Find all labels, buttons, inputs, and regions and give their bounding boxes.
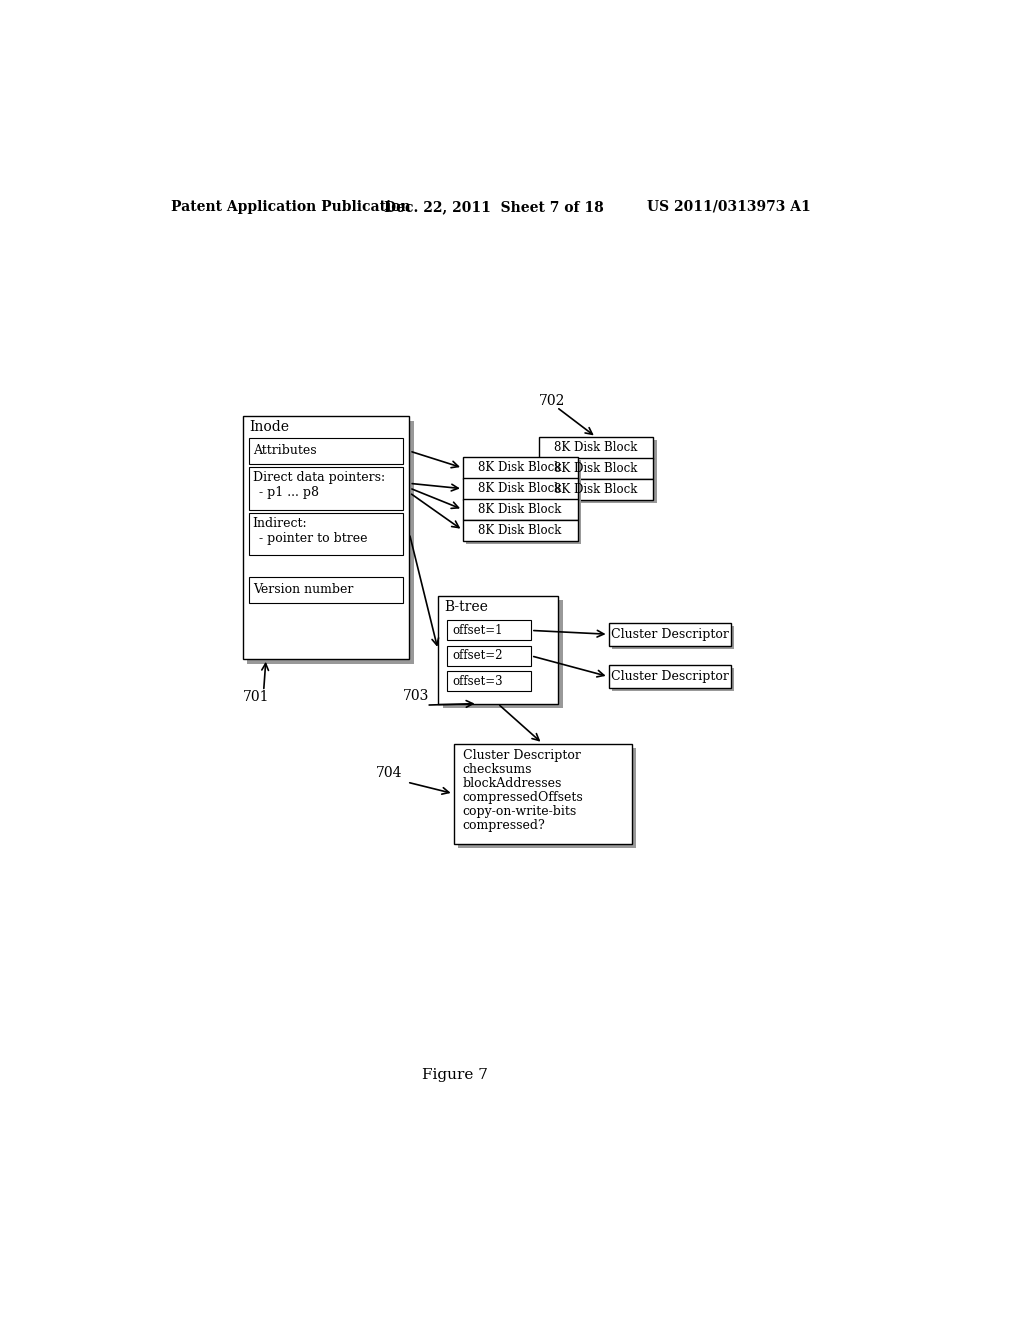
Text: Indirect:: Indirect:: [253, 517, 307, 529]
FancyBboxPatch shape: [447, 620, 531, 640]
Text: - pointer to btree: - pointer to btree: [255, 532, 368, 545]
Text: Dec. 22, 2011  Sheet 7 of 18: Dec. 22, 2011 Sheet 7 of 18: [384, 199, 603, 214]
FancyBboxPatch shape: [458, 748, 636, 849]
Text: 703: 703: [403, 689, 429, 702]
Text: 704: 704: [376, 766, 402, 780]
Text: Inode: Inode: [249, 420, 289, 434]
Text: Figure 7: Figure 7: [423, 1068, 488, 1081]
FancyBboxPatch shape: [249, 577, 403, 603]
Text: B-tree: B-tree: [444, 599, 488, 614]
FancyBboxPatch shape: [611, 626, 734, 649]
FancyBboxPatch shape: [539, 479, 653, 500]
FancyBboxPatch shape: [454, 743, 632, 843]
FancyBboxPatch shape: [249, 512, 403, 554]
Text: 702: 702: [539, 393, 565, 408]
Text: 8K Disk Block: 8K Disk Block: [478, 503, 562, 516]
FancyBboxPatch shape: [466, 523, 581, 544]
FancyBboxPatch shape: [249, 438, 403, 465]
FancyBboxPatch shape: [442, 601, 563, 708]
Text: Cluster Descriptor: Cluster Descriptor: [610, 671, 729, 684]
Text: offset=1: offset=1: [452, 624, 503, 638]
FancyBboxPatch shape: [243, 416, 410, 659]
Text: offset=3: offset=3: [452, 675, 503, 688]
Text: Direct data pointers:: Direct data pointers:: [253, 471, 385, 484]
FancyBboxPatch shape: [438, 595, 558, 704]
FancyBboxPatch shape: [463, 499, 578, 520]
Text: 8K Disk Block: 8K Disk Block: [554, 441, 638, 454]
Text: US 2011/0313973 A1: US 2011/0313973 A1: [647, 199, 811, 214]
FancyBboxPatch shape: [249, 467, 403, 510]
Text: 8K Disk Block: 8K Disk Block: [554, 462, 638, 475]
FancyBboxPatch shape: [463, 478, 578, 499]
FancyBboxPatch shape: [542, 441, 656, 462]
Text: Version number: Version number: [253, 583, 353, 597]
Text: copy-on-write-bits: copy-on-write-bits: [463, 805, 578, 818]
FancyBboxPatch shape: [611, 668, 734, 692]
Text: - p1 ... p8: - p1 ... p8: [255, 486, 319, 499]
Text: 8K Disk Block: 8K Disk Block: [478, 462, 562, 474]
Text: Patent Application Publication: Patent Application Publication: [171, 199, 411, 214]
FancyBboxPatch shape: [466, 480, 581, 503]
FancyBboxPatch shape: [463, 520, 578, 541]
FancyBboxPatch shape: [466, 461, 581, 482]
Text: Cluster Descriptor: Cluster Descriptor: [610, 628, 729, 640]
FancyBboxPatch shape: [542, 482, 656, 503]
Text: offset=2: offset=2: [452, 649, 503, 663]
Text: checksums: checksums: [463, 763, 532, 776]
Text: 8K Disk Block: 8K Disk Block: [554, 483, 638, 496]
FancyBboxPatch shape: [447, 645, 531, 665]
Text: blockAddresses: blockAddresses: [463, 777, 562, 791]
Text: 8K Disk Block: 8K Disk Block: [478, 482, 562, 495]
Text: compressed?: compressed?: [463, 818, 546, 832]
Text: Cluster Descriptor: Cluster Descriptor: [463, 750, 581, 763]
Text: 8K Disk Block: 8K Disk Block: [478, 524, 562, 537]
Text: compressedOffsets: compressedOffsets: [463, 791, 584, 804]
FancyBboxPatch shape: [539, 458, 653, 479]
FancyBboxPatch shape: [463, 457, 578, 479]
FancyBboxPatch shape: [539, 437, 653, 459]
Text: 701: 701: [243, 690, 269, 705]
FancyBboxPatch shape: [608, 665, 731, 688]
Text: Attributes: Attributes: [253, 445, 316, 458]
FancyBboxPatch shape: [248, 421, 414, 664]
FancyBboxPatch shape: [608, 623, 731, 645]
FancyBboxPatch shape: [447, 671, 531, 692]
FancyBboxPatch shape: [542, 461, 656, 483]
FancyBboxPatch shape: [466, 502, 581, 524]
